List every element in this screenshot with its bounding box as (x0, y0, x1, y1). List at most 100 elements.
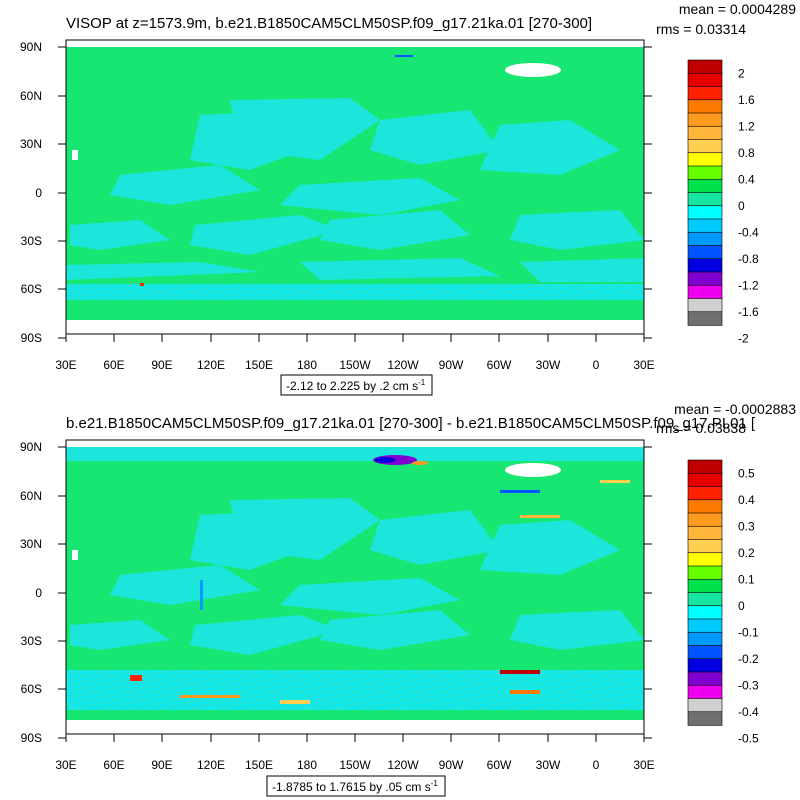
colorbar-swatch (687, 178, 723, 194)
colorbar-label: 0.8 (738, 146, 755, 160)
colorbar-swatch (687, 512, 723, 527)
lon-label: 120E (197, 358, 225, 372)
lat-label: 30S (21, 634, 42, 648)
colorbar-swatch (687, 59, 723, 74)
lat-label: 0 (35, 186, 42, 200)
panel-1-rms: rms = 0.03314 (656, 21, 746, 37)
colorbar-swatch (687, 592, 723, 607)
panel-1-info-text: -2.12 to 2.225 by .2 cm s (286, 379, 418, 393)
lon-label: 90W (439, 358, 464, 372)
colorbar-swatch (687, 605, 723, 620)
colorbar-swatch (687, 245, 723, 260)
colorbar-swatch (687, 525, 723, 541)
lon-label: 150W (339, 358, 371, 372)
colorbar-label: -0.1 (738, 625, 759, 639)
lon-label: 30W (536, 758, 561, 772)
lon-label: 180 (297, 758, 317, 772)
panel-2-lon-axis: 30E 60E 90E 120E 150E 180 150W 120W 90W … (55, 734, 655, 772)
colorbar-label: -0.5 (738, 731, 759, 745)
lon-label: 60W (487, 758, 512, 772)
lon-label: 0 (593, 758, 600, 772)
lon-label: 150E (245, 758, 273, 772)
lon-label: 60E (103, 358, 124, 372)
panel-1-title: VISOP at z=1573.9m, b.e21.B1850CAM5CLM50… (66, 15, 592, 32)
colorbar-label: 0 (738, 599, 745, 613)
colorbar-swatch (687, 72, 723, 88)
colorbar-swatch (687, 486, 723, 501)
colorbar-swatch (687, 152, 723, 167)
panel-1-map (66, 40, 644, 334)
lon-label: 180 (297, 358, 317, 372)
colorbar-swatch (687, 658, 723, 673)
panel-2-info-exp: -1 (431, 779, 439, 788)
lat-label: 0 (35, 586, 42, 600)
lat-label: 60N (20, 489, 42, 503)
lon-label: 30E (55, 758, 76, 772)
colorbar-swatch (687, 631, 723, 647)
colorbar-label: 1.2 (738, 119, 755, 133)
colorbar-swatch (687, 298, 723, 313)
colorbar-swatch (687, 125, 723, 141)
panel-1: VISOP at z=1573.9m, b.e21.B1850CAM5CLM50… (20, 1, 796, 396)
colorbar-label: 0 (738, 199, 745, 213)
lon-label: 30E (633, 358, 654, 372)
lon-label: 60E (103, 758, 124, 772)
panel-2-mean: mean = -0.0002883 (674, 401, 796, 417)
panel-2-info-text: -1.8785 to 1.7615 by .05 cm s (272, 780, 431, 794)
lon-label: 0 (593, 358, 600, 372)
colorbar-label: -1.6 (738, 305, 759, 319)
colorbar-swatch (687, 618, 723, 633)
colorbar-swatch (687, 472, 723, 488)
lat-label: 90N (20, 440, 42, 454)
lon-label: 30E (633, 758, 654, 772)
colorbar-label: -0.4 (738, 705, 759, 719)
colorbar-label: 0.3 (738, 519, 755, 533)
lat-label: 30S (21, 234, 42, 248)
lat-label: 60N (20, 89, 42, 103)
lon-label: 60W (487, 358, 512, 372)
panel-2: b.e21.B1850CAM5CLM50SP.f09_g17.21ka.01 [… (20, 401, 796, 797)
colorbar-label: -0.8 (738, 252, 759, 266)
lon-label: 120E (197, 758, 225, 772)
colorbar-swatch (687, 671, 723, 686)
lat-label: 60S (21, 682, 42, 696)
colorbar-label: 2 (738, 66, 745, 80)
lon-label: 120W (387, 758, 419, 772)
lon-label: 90E (151, 758, 172, 772)
lon-label: 30E (55, 358, 76, 372)
colorbar-label: -2 (738, 331, 749, 345)
colorbar-swatch (687, 205, 723, 220)
colorbar-swatch (687, 192, 723, 207)
panel-1-mean: mean = 0.0004289 (679, 1, 796, 17)
panel-1-contour-info: -2.12 to 2.225 by .2 cm s-1 (280, 374, 433, 396)
lon-label: 90E (151, 358, 172, 372)
colorbar-label: -0.4 (738, 225, 759, 239)
colorbar-swatch (687, 258, 723, 273)
colorbar-swatch (687, 218, 723, 233)
lat-label: 90S (21, 731, 42, 745)
svg-text:-2.12 to 2.225 by .2 cm s-1: -2.12 to 2.225 by .2 cm s-1 (286, 378, 426, 393)
panel-2-colorbar: 0.5 0.4 0.3 0.2 0.1 0 -0.1 -0.2 -0.3 -0.4 -0.5 (687, 459, 759, 745)
colorbar-swatch (687, 499, 723, 514)
panel-1-lon-axis: 30E 60E 90E 120E 150E 180 150W 120W 90W … (55, 334, 655, 372)
colorbar-label: 1.6 (738, 93, 755, 107)
colorbar-swatch (687, 271, 723, 286)
lat-label: 30N (20, 137, 42, 151)
colorbar-swatch (687, 565, 723, 580)
colorbar-label: 0.1 (738, 572, 755, 586)
colorbar-swatch (687, 284, 723, 300)
colorbar-swatch (687, 645, 723, 660)
lon-label: 120W (387, 358, 419, 372)
colorbar-label: 0.4 (738, 493, 755, 507)
colorbar-swatch (687, 539, 723, 554)
lat-label: 90S (21, 331, 42, 345)
colorbar-swatch (687, 698, 723, 713)
colorbar-swatch (687, 552, 723, 567)
colorbar-swatch (687, 139, 723, 154)
colorbar-swatch (687, 684, 723, 700)
panel-1-colorbar: 2 1.6 1.2 0.8 0.4 0 -0.4 -0.8 -1.2 -1.6 -2 (687, 59, 759, 345)
lon-label: 30W (536, 358, 561, 372)
lon-label: 150W (339, 758, 371, 772)
panel-2-contour-info: -1.8785 to 1.7615 by .05 cm s-1 (266, 775, 446, 797)
